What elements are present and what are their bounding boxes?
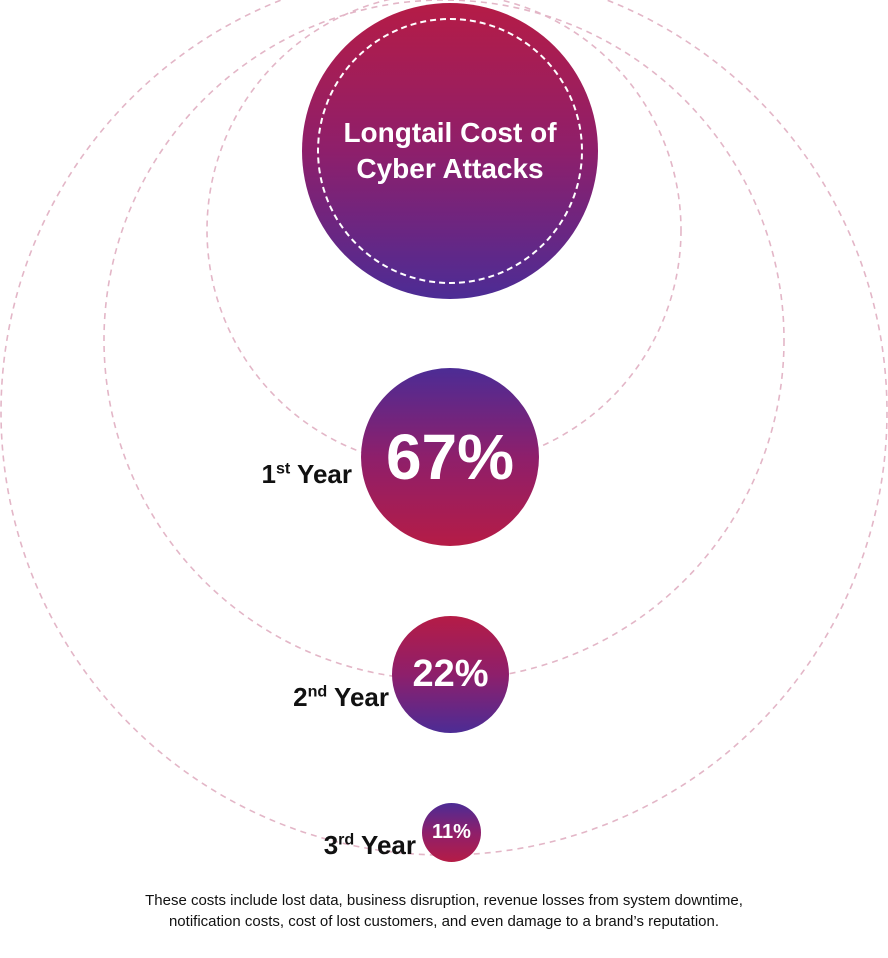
year-2-ordinal: 2 bbox=[293, 682, 308, 712]
year-3-bubble: 11% bbox=[422, 803, 481, 862]
diagram-title: Longtail Cost of Cyber Attacks bbox=[343, 117, 557, 184]
year-3-label: 3rd Year bbox=[324, 830, 416, 861]
year-1-word: Year bbox=[297, 459, 352, 489]
year-1-label: 1st Year bbox=[261, 459, 352, 490]
footnote-line-1: These costs include lost data, business … bbox=[145, 892, 743, 909]
year-1-bubble: 67% bbox=[361, 368, 539, 546]
footnote: These costs include lost data, business … bbox=[0, 890, 888, 932]
footnote-line-2: notification costs, cost of lost custome… bbox=[168, 913, 720, 930]
year-2-bubble: 22% bbox=[392, 616, 509, 733]
year-2-suffix: nd bbox=[307, 682, 328, 701]
title-inner-dashed-ring bbox=[317, 18, 583, 284]
year-3-suffix: rd bbox=[338, 830, 355, 849]
year-3-word: Year bbox=[361, 830, 416, 860]
year-1-ordinal: 1 bbox=[261, 459, 276, 489]
title-bubble: Longtail Cost of Cyber Attacks bbox=[302, 3, 598, 299]
year-2-label: 2nd Year bbox=[293, 682, 389, 713]
ring-year-1 bbox=[206, 0, 682, 468]
year-2-word: Year bbox=[334, 682, 389, 712]
year-3-ordinal: 3 bbox=[323, 830, 339, 860]
year-1-suffix: st bbox=[275, 459, 291, 478]
